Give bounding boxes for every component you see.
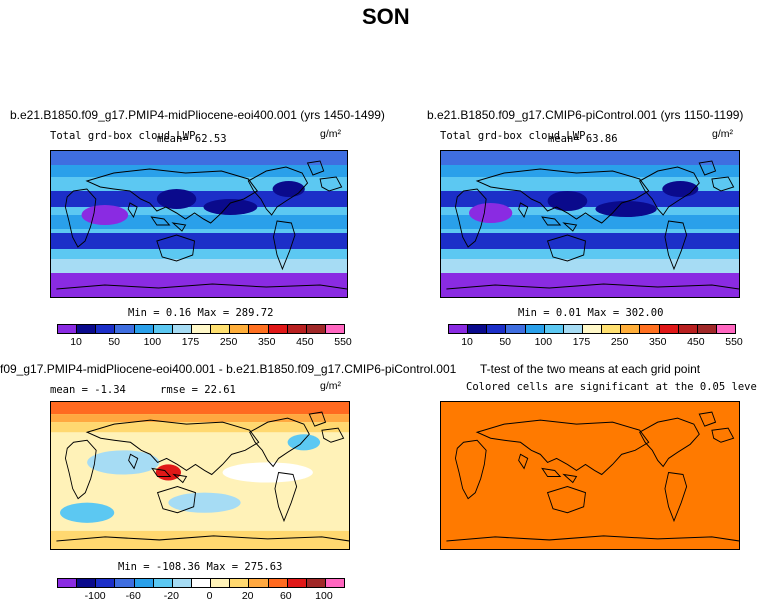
colorbar-swatch xyxy=(506,325,526,333)
colorbar-swatch xyxy=(487,325,507,333)
colorbar-swatch xyxy=(525,325,545,333)
colorbar-swatch xyxy=(678,325,698,333)
colorbar-swatch xyxy=(640,325,660,333)
panel-title-top-right: b.e21.B1850.f09_g17.CMIP6-piControl.001 … xyxy=(427,108,744,122)
colorbar-top-left xyxy=(57,324,345,334)
colorbar-swatch xyxy=(153,325,173,333)
colorbar-swatch xyxy=(77,325,97,333)
colorbar-tick-label: 10 xyxy=(70,336,82,348)
colorbar-tick-label: 100 xyxy=(534,336,553,348)
colorbar-tick-label: 175 xyxy=(572,336,591,348)
panel-units-bottom-left: g/m² xyxy=(320,380,341,392)
panel-subtitle-bottom-right: Colored cells are significant at the 0.0… xyxy=(466,381,757,393)
map-top-right xyxy=(440,150,740,298)
colorbar-swatch xyxy=(211,325,231,333)
colorbar-tick-label: -60 xyxy=(125,590,141,602)
colorbar-top-right xyxy=(448,324,736,334)
colorbar-tick-label: 0 xyxy=(206,590,213,602)
colorbar-swatch xyxy=(58,325,78,333)
map-top-left xyxy=(50,150,348,298)
colorbar-swatch xyxy=(115,325,135,333)
panel-units-top-right: g/m² xyxy=(712,128,733,140)
colorbar-tick-label: 450 xyxy=(687,336,705,348)
colorbar-tick-label: 350 xyxy=(648,336,667,348)
colorbar-swatch xyxy=(58,579,78,587)
colorbar-swatch xyxy=(172,579,192,587)
map-bottom-right xyxy=(440,401,740,550)
panel-subtitle-top-left: Total grd-box cloud LWP xyxy=(50,130,196,142)
panel-stats-top-left: Min = 0.16 Max = 289.72 xyxy=(128,307,274,319)
colorbar-bottom-left xyxy=(57,578,345,588)
colorbar-tick-label: 175 xyxy=(181,336,200,348)
colorbar-swatch xyxy=(249,325,269,333)
colorbar-swatch xyxy=(191,579,212,587)
colorbar-swatch xyxy=(697,325,717,333)
colorbar-swatch xyxy=(287,579,307,587)
panel-mean-bottom-left: mean = -1.34 xyxy=(50,384,126,396)
colorbar-tick-label: 250 xyxy=(610,336,629,348)
colorbar-swatch xyxy=(306,325,326,333)
panel-rmse-bottom-left: rmse = 22.61 xyxy=(160,384,236,396)
colorbar-swatch xyxy=(153,579,173,587)
colorbar-swatch xyxy=(134,325,154,333)
colorbar-swatch xyxy=(249,579,269,587)
colorbar-swatch xyxy=(191,325,212,333)
colorbar-swatch xyxy=(134,579,154,587)
colorbar-swatch xyxy=(230,579,250,587)
colorbar-tick-label: 100 xyxy=(143,336,162,348)
colorbar-swatch xyxy=(96,325,116,333)
colorbar-swatch xyxy=(602,325,622,333)
colorbar-tick-label: 550 xyxy=(334,336,352,348)
colorbar-swatch xyxy=(230,325,250,333)
colorbar-tick-label: 20 xyxy=(241,590,254,602)
colorbar-swatch xyxy=(716,325,736,333)
panel-subtitle-top-right: Total grd-box cloud LWP xyxy=(440,130,586,142)
panel-title-top-left: b.e21.B1850.f09_g17.PMIP4-midPliocene-eo… xyxy=(10,108,385,122)
colorbar-tick-label: 50 xyxy=(499,336,512,348)
colorbar-tick-label: 550 xyxy=(725,336,743,348)
colorbar-swatch xyxy=(96,579,116,587)
colorbar-swatch xyxy=(582,325,603,333)
panel-stats-bottom-left: Min = -108.36 Max = 275.63 xyxy=(118,561,283,573)
colorbar-swatch xyxy=(287,325,307,333)
colorbar-tick-label: 10 xyxy=(461,336,473,348)
colorbar-tick-label: -20 xyxy=(163,590,179,602)
colorbar-swatch xyxy=(621,325,641,333)
colorbar-tick-label: -100 xyxy=(84,590,106,602)
panel-mean-top-left: mean= 62.53 xyxy=(157,133,227,145)
colorbar-swatch xyxy=(268,325,288,333)
colorbar-swatch xyxy=(211,579,231,587)
colorbar-tick-label: 60 xyxy=(279,590,292,602)
panel-title-bottom-left: f09_g17.PMIP4-midPliocene-eoi400.001 - b… xyxy=(0,362,457,376)
colorbar-swatch xyxy=(468,325,488,333)
map-bottom-left xyxy=(50,401,350,550)
panel-title-bottom-right: T-test of the two means at each grid poi… xyxy=(480,362,701,376)
colorbar-swatch xyxy=(325,325,345,333)
colorbar-swatch xyxy=(306,579,326,587)
colorbar-tick-label: 50 xyxy=(108,336,121,348)
panel-units-top-left: g/m² xyxy=(320,128,341,140)
colorbar-swatch xyxy=(544,325,564,333)
colorbar-swatch xyxy=(659,325,679,333)
colorbar-swatch xyxy=(449,325,469,333)
panel-mean-top-right: mean= 63.86 xyxy=(548,133,618,145)
panel-stats-top-right: Min = 0.01 Max = 302.00 xyxy=(518,307,664,319)
colorbar-swatch xyxy=(325,579,345,587)
colorbar-swatch xyxy=(77,579,97,587)
colorbar-tick-label: 350 xyxy=(257,336,276,348)
colorbar-swatch xyxy=(115,579,135,587)
colorbar-swatch xyxy=(268,579,288,587)
page-title: SON xyxy=(362,4,410,29)
colorbar-swatch xyxy=(172,325,192,333)
colorbar-tick-label: 100 xyxy=(315,590,333,602)
colorbar-tick-label: 450 xyxy=(296,336,314,348)
colorbar-tick-label: 250 xyxy=(219,336,238,348)
colorbar-swatch xyxy=(563,325,583,333)
